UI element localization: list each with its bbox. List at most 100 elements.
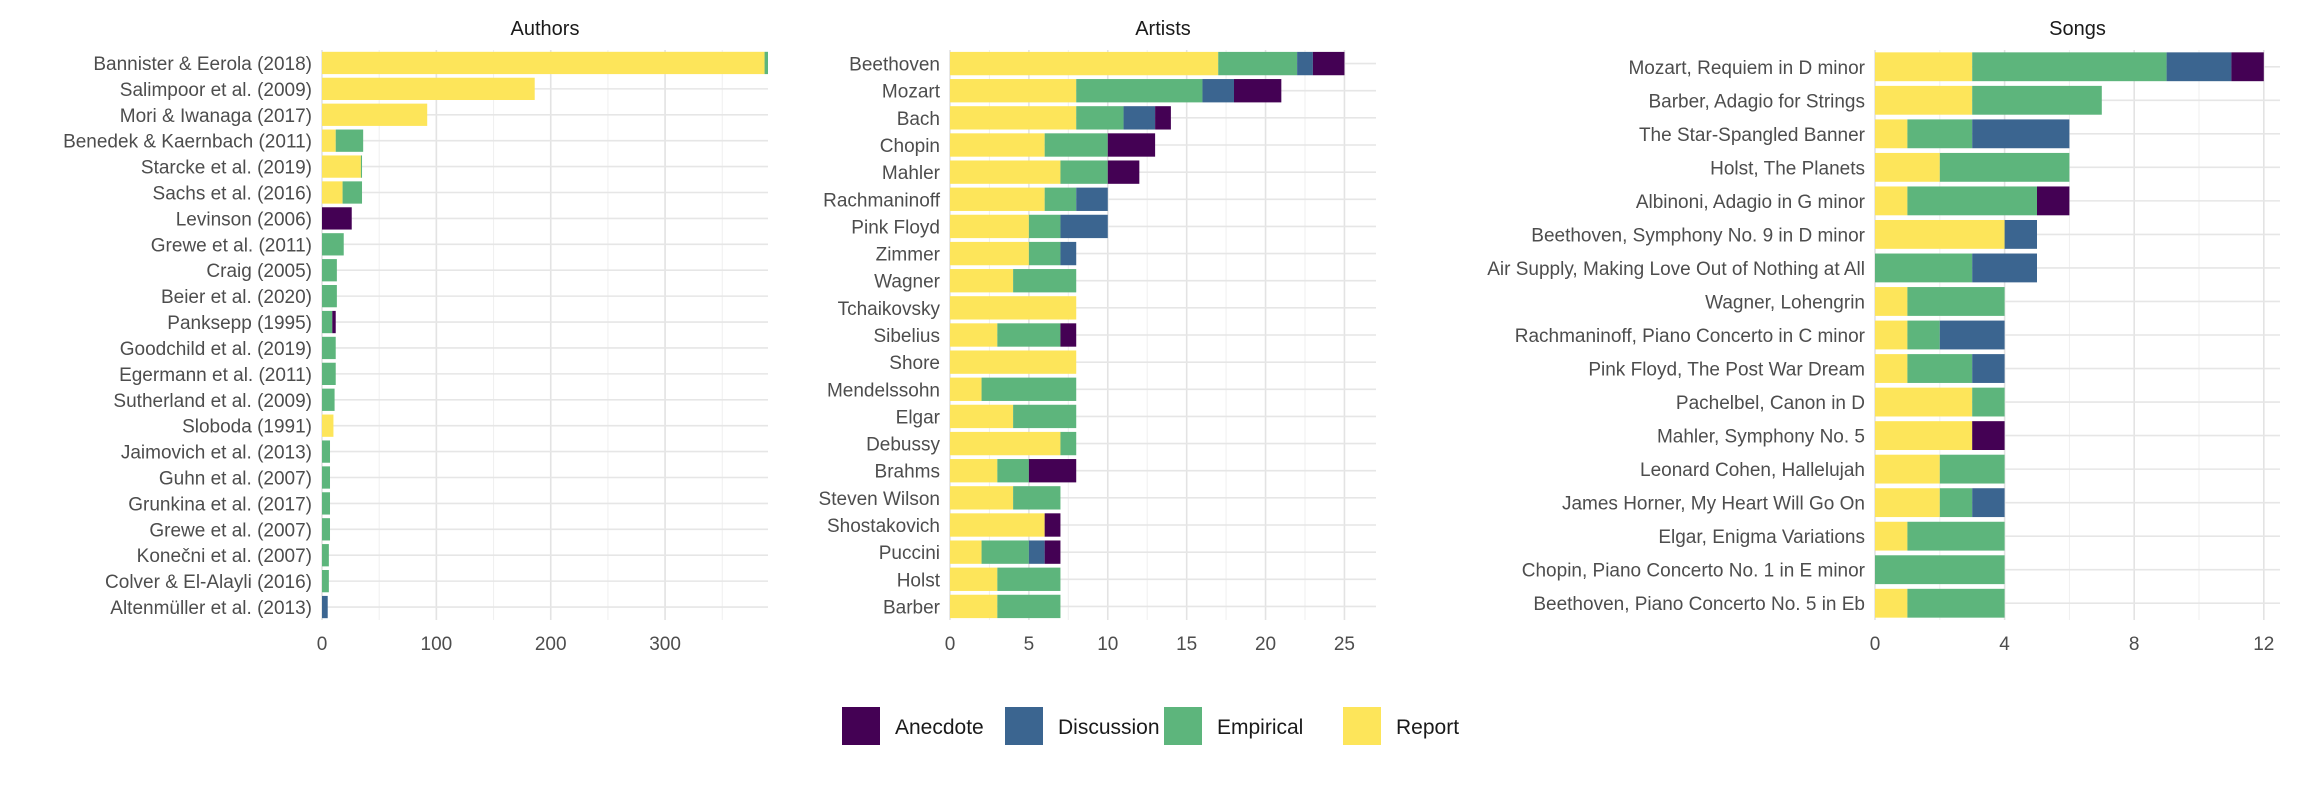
category-label: Egermann et al. (2011) (119, 365, 312, 386)
panel-songs: Mozart, Requiem in D minor Barber, Adagio… (1487, 18, 2280, 655)
category-label: Wagner, Lohengrin (1705, 292, 1865, 313)
bar-segment-report (322, 103, 428, 126)
bar-segment-empirical (322, 336, 336, 360)
bar-segment-discussion (1972, 253, 2037, 283)
bar-segment-empirical (1028, 214, 1061, 239)
category-label: Elgar (896, 407, 941, 428)
bar-segment-empirical (1907, 186, 2037, 216)
bar-segment-report (1875, 588, 1908, 618)
legend-label: Discussion (1058, 716, 1160, 739)
bar-segment-report (950, 404, 1014, 429)
bar-segment-report (1875, 287, 1908, 316)
bar-segment-empirical (322, 466, 331, 489)
bar-segment-report (950, 594, 998, 619)
bar-segment-empirical (1013, 269, 1077, 293)
bar-segment-report (950, 187, 1045, 211)
category-label: Levinson (2006) (176, 209, 312, 230)
bar-segment-empirical (335, 129, 364, 152)
category-label: Pink Floyd (851, 217, 940, 238)
bar-segment-discussion (322, 595, 328, 619)
legend-swatch (842, 707, 880, 745)
category-label: Grewe et al. (2011) (151, 235, 312, 256)
bar-segment-empirical (322, 362, 336, 386)
x-tick-label: 100 (421, 634, 453, 655)
bar-segment-empirical (1939, 488, 1973, 518)
bar-segment-empirical (1028, 241, 1061, 266)
bar-segment-anecdote (1060, 323, 1077, 347)
category-label: Mozart, Requiem in D minor (1628, 58, 1865, 79)
bar-segment-report (950, 79, 1077, 103)
x-tick-label: 200 (535, 634, 567, 655)
bar-segment-empirical (322, 492, 331, 515)
bar-segment-report (950, 296, 1077, 320)
bar-segment-empirical (322, 259, 337, 282)
legend-item-report: Report (1343, 707, 1459, 745)
bar-segment-empirical (997, 567, 1061, 591)
category-label: Chopin, Piano Concerto No. 1 in E minor (1522, 561, 1866, 582)
x-tick-label: 0 (317, 634, 328, 655)
bar-segment-report (1875, 119, 1908, 149)
bar-segment-anecdote (1044, 513, 1061, 537)
bar-segment-empirical (1875, 555, 2005, 585)
bar-segment-report (1875, 354, 1908, 383)
category-label: Jaimovich et al. (2013) (121, 443, 312, 464)
bar-segment-empirical (1060, 160, 1108, 184)
legend-label: Empirical (1217, 716, 1303, 739)
legend-item-empirical: Empirical (1164, 707, 1303, 745)
bar-segment-empirical (997, 459, 1029, 483)
bar-segment-empirical (981, 377, 1077, 401)
bar-segment-empirical (1972, 387, 2005, 417)
bar-segment-anecdote (1107, 133, 1156, 157)
category-label: Goodchild et al. (2019) (120, 339, 312, 360)
bar-segment-report (950, 377, 982, 401)
bar-segment-empirical (997, 323, 1061, 347)
category-label: Shore (889, 353, 940, 374)
category-label: Colver & El-Alayli (2016) (105, 572, 312, 593)
bar-segment-report (322, 51, 765, 75)
bar-segment-empirical (997, 594, 1061, 619)
bar-segment-anecdote (2231, 52, 2264, 82)
x-tick-label: 10 (1097, 634, 1118, 655)
category-label: Konečni et al. (2007) (137, 546, 312, 567)
category-label: Beier et al. (2020) (161, 287, 312, 308)
bar-segment-empirical (1907, 588, 2005, 618)
x-tick-label: 5 (1024, 634, 1035, 655)
bar-segment-report (322, 414, 334, 437)
category-label: Bach (897, 109, 940, 130)
category-label: Guhn et al. (2007) (159, 469, 312, 490)
category-label: Holst, The Planets (1710, 158, 1865, 179)
category-label: Debussy (866, 435, 940, 456)
bar-segment-anecdote (322, 207, 352, 230)
bar-segment-anecdote (1234, 79, 1282, 103)
bar-segment-report (1875, 186, 1908, 216)
bar-segment-report (1875, 421, 1973, 451)
legend-label: Report (1396, 716, 1459, 739)
bar-segment-discussion (1076, 187, 1108, 211)
legend-swatch (1164, 707, 1202, 745)
bar-segment-empirical (1907, 119, 1973, 149)
bar-segment-anecdote (1044, 540, 1061, 564)
category-label: Wagner (874, 272, 940, 293)
bar-segment-report (950, 269, 1014, 293)
bars (1875, 52, 2264, 618)
category-label: Mozart (882, 82, 941, 103)
panel-title: Authors (511, 18, 580, 40)
category-label: Chopin (880, 136, 940, 157)
bar-segment-empirical (1972, 85, 2102, 115)
bar-segment-report (950, 106, 1077, 130)
x-tick-label: 4 (1999, 634, 2010, 655)
bar-segment-discussion (1202, 79, 1234, 103)
bar-segment-empirical (342, 181, 363, 204)
bar-segment-report (1875, 454, 1940, 484)
bars (950, 51, 1345, 619)
bar-segment-report (1875, 521, 1908, 551)
bar-segment-empirical (1939, 152, 2070, 182)
category-label: Starcke et al. (2019) (141, 158, 312, 179)
bar-segment-empirical (1013, 486, 1061, 510)
category-label: Mendelssohn (827, 380, 940, 401)
x-tick-label: 0 (945, 634, 956, 655)
category-label: Panksepp (1995) (167, 313, 312, 334)
bar-segment-empirical (981, 540, 1029, 564)
category-label: Grewe et al. (2007) (149, 520, 312, 541)
